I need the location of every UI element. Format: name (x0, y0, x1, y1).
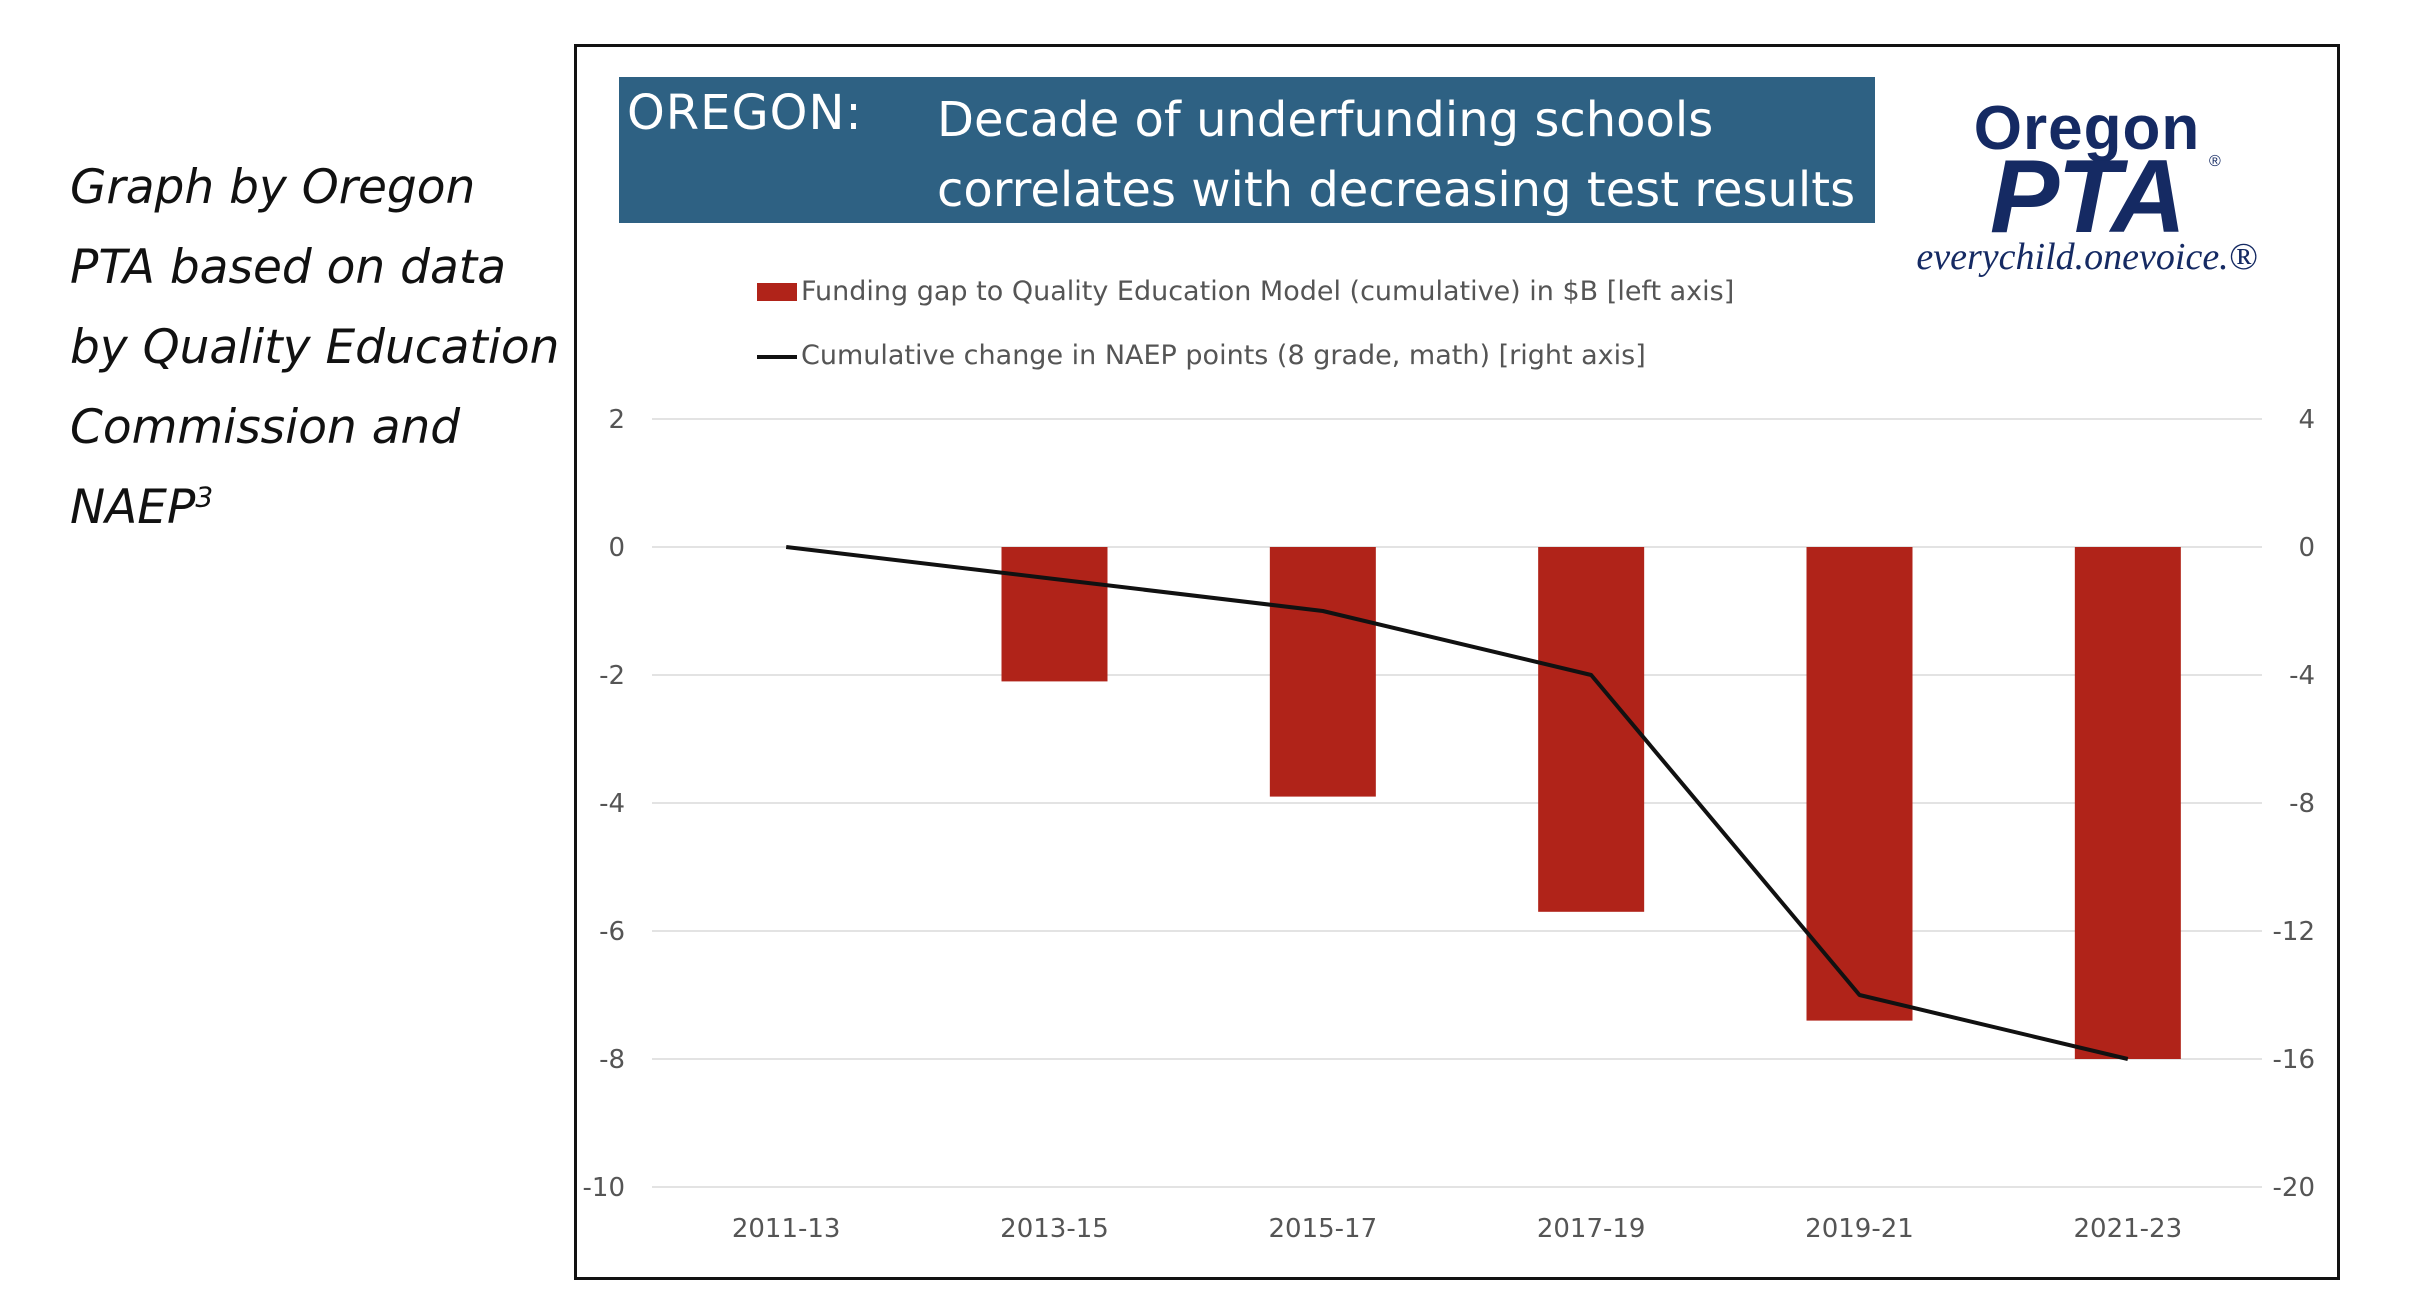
left-axis-tick-label: -10 (583, 1173, 625, 1203)
funding-gap-bar (2074, 547, 2181, 1059)
chart-title-line1: Decade of underfunding schools (937, 92, 1714, 148)
x-axis-tick-label: 2011-13 (732, 1214, 841, 1244)
left-axis-tick-label: 2 (608, 405, 625, 435)
left-axis-tick-label: -8 (599, 1045, 625, 1075)
caption-source: NAEP (70, 480, 196, 535)
legend-label: Funding gap to Quality Education Model (… (801, 276, 1735, 307)
funding-gap-bar (1269, 547, 1376, 797)
x-axis-tick-label: 2021-23 (2074, 1214, 2183, 1244)
chart-title: Decade of underfunding schools correlate… (937, 85, 1855, 225)
left-axis-tick-label: -6 (599, 917, 625, 947)
chart-title-banner: OREGON: Decade of underfunding schools c… (619, 77, 1875, 223)
chart-frame: 2 0 -2 -4 -6 -8 -10 4 0 -4 -8 -12 -16 -20 2011-13 2013-… (574, 44, 2340, 1280)
caption-line: Graph by Oregon (70, 160, 476, 215)
right-axis-tick-label: 0 (2298, 533, 2315, 563)
left-axis-tick-label: 0 (608, 533, 625, 563)
right-axis-tick-label: -20 (2273, 1173, 2315, 1203)
right-axis-tick-label: -12 (2273, 917, 2315, 947)
x-axis-tick-label: 2015-17 (1269, 1214, 1378, 1244)
x-axis-tick-label: 2013-15 (1000, 1214, 1109, 1244)
left-axis-tick-label: -4 (599, 789, 625, 819)
naep-change-line (785, 545, 2129, 1061)
legend-line-swatch (757, 355, 797, 359)
legend-label: Cumulative change in NAEP points (8 grad… (801, 340, 1646, 371)
chart-plot: 2 0 -2 -4 -6 -8 -10 4 0 -4 -8 -12 -16 -20 2011-13 2013-… (583, 405, 2315, 1244)
logo-registered-mark: ® (2209, 153, 2221, 170)
footnote-marker: 3 (195, 480, 214, 514)
caption: Graph by Oregon PTA based on data by Qua… (70, 148, 560, 548)
x-axis-tick-label: 2017-19 (1537, 1214, 1646, 1244)
right-axis-tick-label: -8 (2289, 789, 2315, 819)
oregon-pta-logo: Oregon PTA ® everychild.onevoice.® (1877, 87, 2297, 278)
caption-line: by Quality Education (70, 320, 560, 375)
legend-bar-swatch (757, 283, 797, 301)
caption-line: Commission and (70, 400, 461, 455)
logo-tagline: everychild.onevoice.® (1916, 236, 2258, 278)
chart-title-state: OREGON: (627, 85, 863, 141)
caption-line: PTA based on data (70, 240, 506, 295)
x-axis-tick-label: 2019-21 (1805, 1214, 1914, 1244)
chart-title-line2: correlates with decreasing test results (937, 162, 1856, 218)
funding-gap-bar (1538, 547, 1645, 912)
right-axis-tick-label: 4 (2298, 405, 2315, 435)
right-axis-tick-label: -4 (2289, 661, 2315, 691)
caption-line: NAEP3 (70, 468, 540, 548)
logo-oregon-text: Oregon (1973, 94, 2201, 163)
funding-gap-bar (1806, 547, 1913, 1021)
right-axis-tick-label: -16 (2273, 1045, 2315, 1075)
left-axis-tick-label: -2 (599, 661, 625, 691)
funding-gap-bar (1001, 547, 1108, 682)
logo-pta-text: PTA (1989, 139, 2186, 255)
